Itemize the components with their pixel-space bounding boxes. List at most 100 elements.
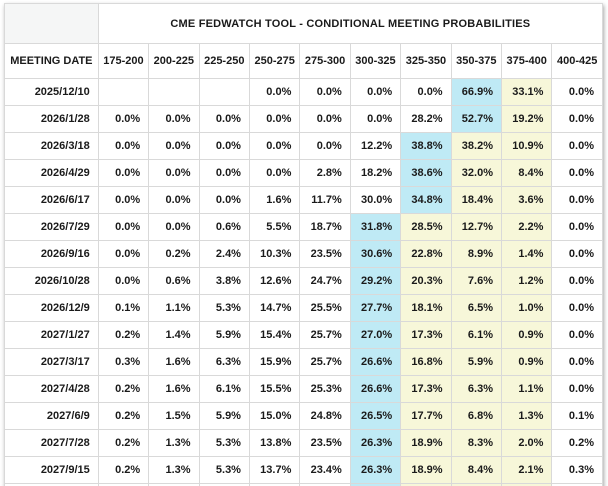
- probability-cell: 5.3%: [198, 294, 250, 322]
- probability-cell: 0.3%: [551, 456, 603, 484]
- probability-cell: 2.2%: [500, 213, 553, 241]
- table-row: 2025/12/10 0.0% 0.0% 0.0% 0.0% 66.9% 33.1% 0.0%: [4, 78, 603, 106]
- probability-cell: 0.0%: [551, 78, 603, 106]
- probability-cell: 6.1%: [450, 321, 503, 349]
- probability-cell: 0.2%: [97, 375, 150, 403]
- probability-cell: 0.6%: [198, 213, 250, 241]
- probability-cell: 23.5%: [299, 429, 351, 457]
- table-row: 2026/1/28 0.0% 0.0% 0.0% 0.0% 0.0% 0.0% 28.2% 52…: [4, 105, 603, 133]
- probability-cell: 24.8%: [299, 402, 351, 430]
- probability-cell: 0.9%: [500, 348, 553, 376]
- probability-cell: 0.0%: [299, 78, 351, 106]
- rate-range-header: 250-275: [248, 43, 301, 79]
- probability-cell: 0.0%: [148, 213, 200, 241]
- probability-cell: 5.9%: [198, 321, 250, 349]
- probability-cell: 0.0%: [97, 105, 150, 133]
- probability-cell: 16.8%: [400, 348, 452, 376]
- probability-cell: 0.4%: [551, 483, 603, 486]
- probability-cell: 0.0%: [551, 159, 603, 187]
- probability-cell: 26.3%: [349, 456, 402, 484]
- probability-cell: 0.0%: [148, 186, 200, 214]
- probability-cell: 0.0%: [97, 159, 150, 187]
- meeting-date-cell: 2026/12/9: [4, 294, 99, 322]
- probability-cell: 14.7%: [248, 294, 301, 322]
- probability-cell: 0.0%: [97, 240, 150, 268]
- probability-cell: 0.9%: [500, 321, 553, 349]
- title-row: CME FEDWATCH TOOL - CONDITIONAL MEETING …: [4, 3, 604, 44]
- probability-cell: 6.3%: [450, 375, 503, 403]
- probability-cell: 38.2%: [450, 132, 503, 160]
- probability-cell: 6.1%: [198, 375, 250, 403]
- probability-cell: [97, 78, 150, 106]
- probability-cell: 38.8%: [400, 132, 452, 160]
- probability-cell: 1.3%: [148, 429, 200, 457]
- probability-cell: 25.3%: [299, 375, 351, 403]
- probability-cell: 0.0%: [97, 132, 150, 160]
- probability-cell: 18.9%: [400, 456, 452, 484]
- probability-cell: 23.4%: [299, 456, 351, 484]
- rate-range-header: 300-325: [349, 43, 402, 79]
- probability-cell: 0.0%: [551, 375, 603, 403]
- rate-range-header: 350-375: [450, 43, 503, 79]
- probability-cell: 2.1%: [500, 456, 553, 484]
- probability-cell: 15.4%: [248, 321, 301, 349]
- probability-cell: 6.3%: [198, 348, 250, 376]
- probability-cell: 18.1%: [400, 294, 452, 322]
- probability-cell: 0.0%: [97, 186, 150, 214]
- probability-cell: 17.3%: [400, 321, 452, 349]
- probability-cell: 8.9%: [450, 240, 503, 268]
- probability-cell: 12.6%: [248, 267, 301, 295]
- meeting-date-cell: 2026/6/17: [4, 186, 99, 214]
- probability-cell: 0.0%: [148, 132, 200, 160]
- probability-cell: 0.0%: [198, 159, 250, 187]
- probability-cell: 1.3%: [500, 402, 553, 430]
- probability-cell: 25.7%: [299, 321, 351, 349]
- probability-cell: 22.6%: [299, 483, 351, 486]
- probability-cell: 31.8%: [349, 213, 402, 241]
- probability-cell: 0.0%: [198, 105, 250, 133]
- probability-cell: 0.2%: [97, 321, 150, 349]
- table-row: 2027/7/28 0.2% 1.3% 5.3% 13.8% 23.5% 26.3% 18.9…: [4, 429, 603, 457]
- probability-cell: 8.3%: [450, 429, 503, 457]
- probability-cell: 0.0%: [248, 105, 301, 133]
- probability-cell: 20.3%: [400, 267, 452, 295]
- probability-cell: 13.8%: [248, 429, 301, 457]
- rate-range-header: 375-400: [500, 43, 553, 79]
- rate-range-header: 175-200: [97, 43, 150, 79]
- table-row: 2027/9/15 0.2% 1.3% 5.3% 13.7% 23.4% 26.3% 18.9…: [4, 456, 603, 484]
- probability-cell: [148, 78, 200, 106]
- rate-range-header: 275-300: [299, 43, 351, 79]
- probability-cell: 34.8%: [400, 186, 452, 214]
- probability-cell: 0.0%: [299, 132, 351, 160]
- probability-cell: 0.0%: [97, 213, 150, 241]
- probability-cell: 1.4%: [148, 321, 200, 349]
- probability-cell: 18.9%: [400, 429, 452, 457]
- probability-cell: 12.2%: [349, 132, 402, 160]
- probability-cell: 0.0%: [248, 132, 301, 160]
- probability-cell: 28.2%: [400, 105, 452, 133]
- probability-cell: 0.0%: [551, 294, 603, 322]
- table-row: 2026/9/16 0.0% 0.2% 2.4% 10.3% 23.5% 30.6% 22.8…: [4, 240, 603, 268]
- probability-cell: 1.0%: [500, 294, 553, 322]
- probability-cell: 32.0%: [450, 159, 503, 187]
- probability-cell: 1.1%: [148, 294, 200, 322]
- probability-cell: 3.8%: [198, 267, 250, 295]
- probability-cell: 1.6%: [148, 375, 200, 403]
- probability-cell: 19.2%: [500, 105, 553, 133]
- table-row: 2027/10/270.2%1.2%4.9%13.0%22.6%26.0%19.…: [4, 483, 603, 486]
- probability-cell: 8.4%: [450, 456, 503, 484]
- probability-cell: 0.0%: [349, 78, 402, 106]
- probability-cell: 30.6%: [349, 240, 402, 268]
- probability-cell: 1.3%: [148, 456, 200, 484]
- table-row: 2026/3/18 0.0% 0.0% 0.0% 0.0% 0.0% 12.2% 38.8% 3…: [4, 132, 603, 160]
- probability-cell: 1.4%: [500, 240, 553, 268]
- probability-cell: 0.0%: [349, 105, 402, 133]
- meeting-date-cell: 2027/6/9: [4, 402, 99, 430]
- corner-cell: [4, 3, 99, 44]
- probability-cell: 0.2%: [97, 402, 150, 430]
- meeting-date-header: MEETING DATE: [4, 43, 99, 79]
- probability-cell: 1.5%: [148, 402, 200, 430]
- probability-cell: 1.1%: [500, 375, 553, 403]
- rate-range-header: 325-350: [400, 43, 452, 79]
